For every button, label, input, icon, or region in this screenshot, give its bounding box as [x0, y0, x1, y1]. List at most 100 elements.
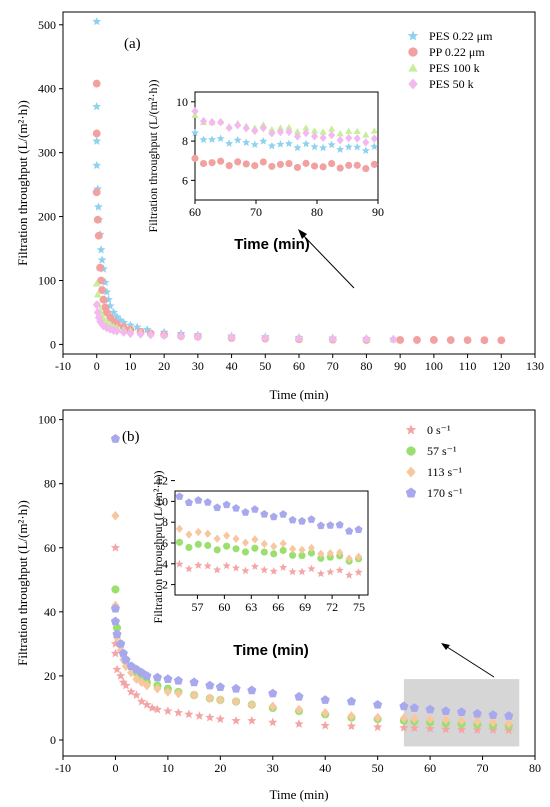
panel-a-inset-point: [370, 134, 378, 143]
panel-a-xtick-label: 70: [327, 359, 339, 373]
panel-a-inset-point: [276, 140, 285, 148]
panel-b-xtick-label: 30: [267, 761, 279, 775]
panel-a-inset-point: [199, 116, 208, 126]
panel-b-inset-ytick-label: 4: [162, 557, 168, 571]
panel-b-inset-point: [194, 527, 202, 537]
panel-b-inset-point: [175, 559, 184, 568]
panel-b-point: [441, 715, 450, 725]
panel-a-point: [92, 160, 102, 170]
panel-b-inset-frame: [174, 490, 369, 596]
panel-b-point: [110, 603, 121, 613]
panel-b-inset-point: [241, 566, 250, 575]
panel-b-inset-series-0: [175, 559, 363, 579]
panel-b-point: [153, 683, 162, 694]
panel-b-point: [132, 674, 141, 684]
panel-a-inset-xtick-label: 60: [189, 205, 201, 219]
panel-a-point: [396, 336, 405, 344]
panel-b-point: [457, 707, 467, 716]
panel-b-inset-ytick-label: 12: [156, 474, 168, 488]
panel-b-xtick-label: 50: [372, 761, 384, 775]
panel-b-point: [409, 723, 419, 733]
panel-a-point: [126, 328, 135, 339]
panel-b-inset-point: [185, 543, 193, 552]
panel-b-point: [152, 672, 162, 682]
panel-b-inset-series-3: [175, 492, 363, 535]
panel-b-inset-point: [203, 561, 212, 570]
panel-b-point: [174, 688, 183, 699]
panel-b-ytick-label: 20: [44, 669, 56, 683]
panel-a-inset-point: [259, 123, 267, 133]
panel-b-point: [294, 704, 304, 715]
panel-a-point: [99, 295, 108, 304]
panel-a-xtick-label: 40: [226, 359, 238, 373]
panel-b-inset-point: [175, 524, 184, 533]
panel-b-point: [321, 707, 330, 718]
panel-b-inset-point: [260, 548, 268, 556]
panel-b-inset-point: [260, 565, 269, 574]
panel-a-inset-point: [344, 142, 353, 151]
panel-b-inset-point: [354, 568, 363, 576]
panel-a-inset-point: [293, 132, 302, 141]
panel-b-legend-label: 57 s⁻¹: [427, 444, 457, 458]
panel-b-point: [112, 623, 122, 632]
panel-a-xtick-label: 0: [94, 359, 100, 373]
panel-a-inset-series-1: [191, 154, 378, 173]
panel-b-inset-point: [307, 515, 316, 523]
panel-a-inset-point: [285, 123, 293, 131]
panel-b-xtick-label: 70: [477, 761, 489, 775]
panel-b-inset-point: [213, 503, 222, 511]
panel-a-inset-point: [319, 133, 327, 142]
panel-b-point: [194, 711, 204, 720]
panel-a-point: [146, 330, 155, 340]
panel-b-xtick-label: 10: [162, 761, 174, 775]
panel-a-inset-ylabel: Filtration throughput (L/(m²·h)): [146, 80, 160, 233]
panel-a-ytick-label: 100: [38, 273, 56, 287]
panel-b-inset-point: [316, 569, 325, 578]
panel-b-inset-point: [194, 561, 203, 569]
panel-b-point: [163, 687, 172, 697]
panel-b-point: [247, 685, 257, 695]
panel-b-point: [231, 683, 241, 693]
panel-a-series-3: [92, 300, 398, 344]
panel-a-point: [119, 327, 128, 337]
panel-b-legend-label: 0 s⁻¹: [427, 423, 451, 437]
panel-b-point: [504, 711, 514, 720]
panel-a-inset-point: [328, 159, 336, 168]
panel-b-inset-point: [194, 540, 202, 548]
panel-b-legend-label: 113 s⁻¹: [427, 465, 463, 479]
panel-a-inset-point: [285, 159, 293, 168]
panel-b-point: [163, 706, 173, 716]
panel-b-inset-xtick-label: 75: [353, 600, 365, 614]
panel-b-point: [112, 629, 122, 639]
panel-a-inset-point: [302, 128, 310, 138]
panel-a-inset-point: [234, 120, 242, 130]
panel-b-legend-marker: [405, 424, 417, 435]
panel-b-point: [409, 703, 419, 712]
panel-b-inset-ytick-label: 2: [162, 578, 168, 592]
panel-a-inset: 60 70 80 90 6 8 10 Time (min) Filtration throu…: [146, 80, 384, 253]
panel-a-inset-point: [251, 162, 259, 170]
panel-b-point: [112, 664, 122, 674]
panel-b-point: [346, 721, 357, 731]
panel-a-inset-point: [310, 132, 319, 141]
panel-b-ylabel: Filtration throughput (L/(m²·h)): [15, 500, 30, 666]
panel-a-point: [463, 336, 472, 345]
panel-a-xtick-label: 90: [394, 359, 406, 373]
panel-b-point: [346, 696, 357, 706]
panel-a-inset-point: [242, 124, 250, 133]
panel-a-inset-xtick-label: 70: [250, 205, 262, 219]
panel-a-legend-label: PP 0.22 μm: [429, 45, 485, 59]
panel-a-point: [446, 336, 455, 344]
panel-a-point: [92, 79, 101, 88]
panel-a-inset-xtick-label: 90: [372, 205, 384, 219]
panel-b-point: [488, 710, 498, 719]
panel-b-point: [504, 718, 513, 729]
panel-b-inset-point: [184, 498, 193, 506]
panel-a-inset-point: [336, 130, 344, 137]
panel-b-point: [441, 724, 451, 734]
panel-b-ytick-label: 0: [50, 733, 56, 747]
panel-a-inset-point: [259, 137, 268, 145]
panel-a-inset-point: [225, 139, 234, 147]
panel-b-point: [111, 510, 120, 521]
